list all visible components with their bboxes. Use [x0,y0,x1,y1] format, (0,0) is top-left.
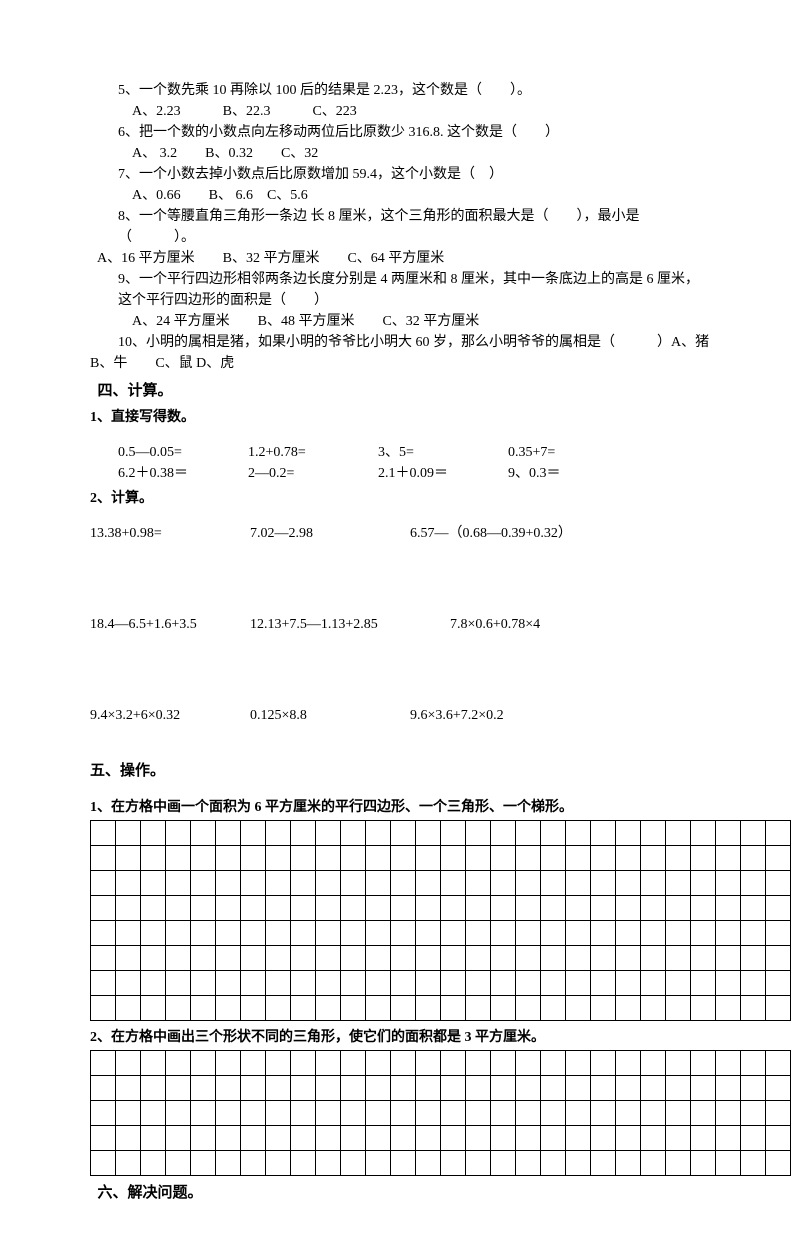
calc-row-3: 13.38+0.98= 7.02—2.98 6.57—（0.68—0.39+0.… [90,523,710,544]
q9-text: 9、一个平行四边形相邻两条边长度分别是 4 两厘米和 8 厘米，其中一条底边上的… [90,269,710,311]
grid2-wrap [90,1050,706,1176]
section4-sub2: 2、计算。 [90,488,710,509]
grid1 [90,820,791,1021]
eq-4a: 18.4—6.5+1.6+3.5 [90,614,250,635]
section5-sub2: 2、在方格中画出三个形状不同的三角形，使它们的面积都是 3 平方厘米。 [90,1027,710,1048]
eq-3b: 7.02—2.98 [250,523,410,544]
eq-1c: 3、5= [378,442,508,463]
q10-text: 10、小明的属相是猪，如果小明的爷爷比小明大 60 岁，那么小明爷爷的属相是（ … [90,332,710,353]
calc-row-1: 0.5—0.05= 1.2+0.78= 3、5= 0.35+7= [90,442,710,463]
section5-title: 五、操作。 [90,760,710,783]
section4-title: 四、计算。 [90,380,710,403]
eq-4c: 7.8×0.6+0.78×4 [450,614,540,635]
eq-1b: 1.2+0.78= [248,442,378,463]
q5-text: 5、一个数先乘 10 再除以 100 后的结果是 2.23，这个数是（ ）。 [90,80,710,101]
section4-sub1: 1、直接写得数。 [90,407,710,428]
calc-row-5: 9.4×3.2+6×0.32 0.125×8.8 9.6×3.6+7.2×0.2 [90,705,710,726]
eq-5a: 9.4×3.2+6×0.32 [90,705,250,726]
calc-row-4: 18.4—6.5+1.6+3.5 12.13+7.5—1.13+2.85 7.8… [90,614,710,635]
q6-opts: A、 3.2 B、0.32 C、32 [90,143,710,164]
q7-text: 7、一个小数去掉小数点后比原数增加 59.4，这个小数是（ ） [90,164,710,185]
eq-4b: 12.13+7.5—1.13+2.85 [250,614,450,635]
section6-title: 六、解决问题。 [90,1182,710,1205]
eq-3c: 6.57—（0.68—0.39+0.32） [410,523,572,544]
eq-5c: 9.6×3.6+7.2×0.2 [410,705,504,726]
eq-2a: 6.2＋0.38＝ [118,463,248,484]
calc-row-2: 6.2＋0.38＝ 2—0.2= 2.1＋0.09＝ 9、0.3＝ [90,463,710,484]
eq-2c: 2.1＋0.09＝ [378,463,508,484]
q9-opts: A、24 平方厘米 B、48 平方厘米 C、32 平方厘米 [90,311,710,332]
eq-5b: 0.125×8.8 [250,705,410,726]
q10-line2: B、牛 C、鼠 D、虎 [90,353,710,374]
eq-2b: 2—0.2= [248,463,378,484]
q5-opts: A、2.23 B、22.3 C、223 [90,101,710,122]
q6-text: 6、把一个数的小数点向左移动两位后比原数少 316.8. 这个数是（ ） [90,122,710,143]
q7-opts: A、0.66 B、 6.6 C、5.6 [90,185,710,206]
grid1-wrap [90,820,706,1021]
eq-1a: 0.5—0.05= [118,442,248,463]
eq-3a: 13.38+0.98= [90,523,250,544]
q8-opts: A、16 平方厘米 B、32 平方厘米 C、64 平方厘米 [90,248,710,269]
eq-1d: 0.35+7= [508,442,638,463]
eq-2d: 9、0.3＝ [508,463,638,484]
section5-sub1: 1、在方格中画一个面积为 6 平方厘米的平行四边形、一个三角形、一个梯形。 [90,797,710,818]
grid2 [90,1050,791,1176]
q8-text: 8、一个等腰直角三角形一条边 长 8 厘米，这个三角形的面积最大是（ ），最小是… [90,206,710,248]
